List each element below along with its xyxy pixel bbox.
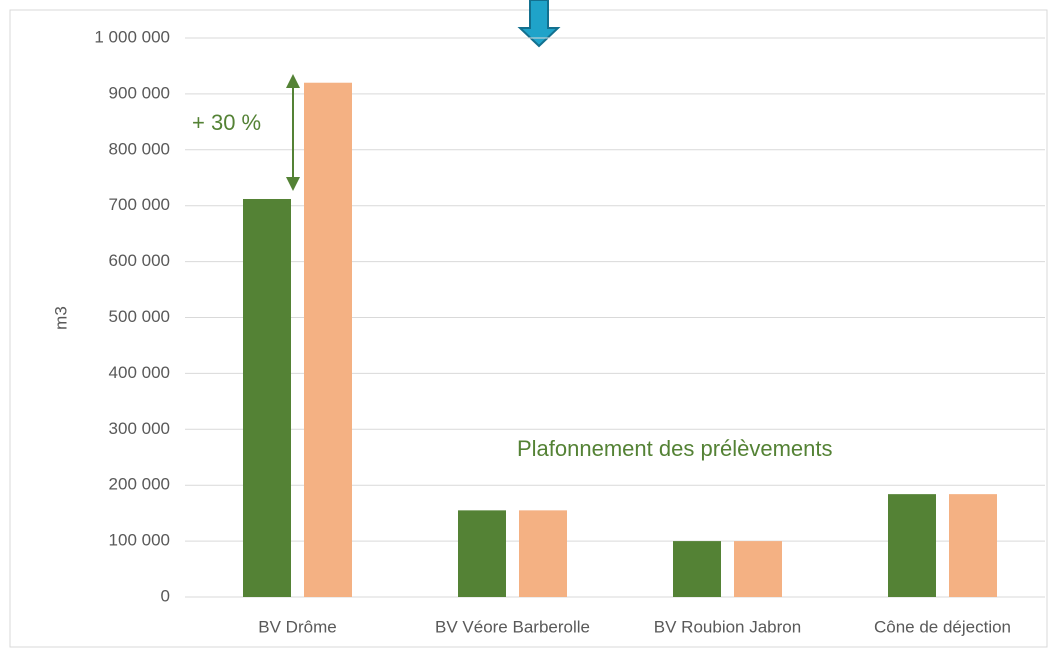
bar [888,494,936,597]
y-tick-label: 200 000 [109,475,170,494]
y-tick-label: 1 000 000 [94,27,170,46]
bar [519,510,567,597]
y-tick-label: 500 000 [109,307,170,326]
bar [734,541,782,597]
bar [243,198,291,597]
top-arrow [517,0,561,48]
y-tick-label: 300 000 [109,419,170,438]
y-axis-label: m3 [51,306,70,330]
x-tick-label: BV Drôme [258,617,336,636]
annotation: Plafonnement des prélèvements [517,436,833,461]
y-tick-label: 600 000 [109,251,170,270]
y-tick-label: 100 000 [109,531,170,550]
plot: 0 100 000 200 000 300 000 400 000 500 000 600 … [94,27,1045,636]
bar [458,510,506,597]
y-tick-label: 700 000 [109,195,170,214]
y-tick-label: 800 000 [109,139,170,158]
y-tick-label: 400 000 [109,363,170,382]
annotation: + 30 % [192,110,261,135]
bar [673,541,721,597]
chart-border [9,9,1048,648]
bar [949,494,997,597]
y-tick-label: 0 [161,586,170,605]
y-tick-label: 900 000 [109,83,170,102]
x-tick-label: Cône de déjection [874,617,1011,636]
bar [304,82,352,598]
x-tick-label: BV Roubion Jabron [654,617,801,636]
x-tick-label: BV Véore Barberolle [435,617,590,636]
double-arrow [286,74,300,191]
